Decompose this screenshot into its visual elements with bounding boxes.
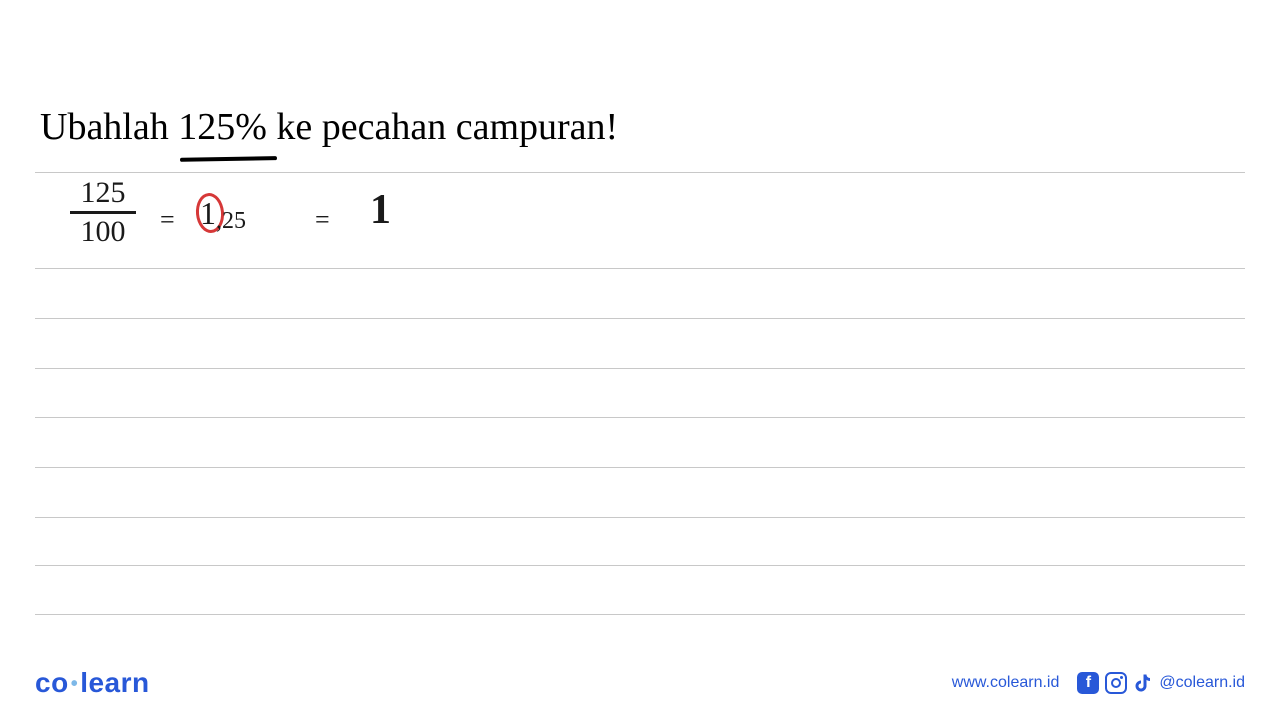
ruled-line bbox=[35, 417, 1245, 418]
logo-part2: learn bbox=[80, 667, 149, 698]
ruled-line bbox=[35, 368, 1245, 369]
ruled-line bbox=[35, 614, 1245, 615]
ruled-line bbox=[35, 268, 1245, 269]
ruled-line bbox=[35, 517, 1245, 518]
equals-sign-2: = bbox=[315, 205, 330, 235]
footer-right: www.colearn.id f @colearn.id bbox=[952, 672, 1245, 694]
social-icons: f @colearn.id bbox=[1077, 672, 1245, 694]
ruled-line bbox=[35, 565, 1245, 566]
decimal-circled: 1 bbox=[200, 195, 216, 231]
website-url: www.colearn.id bbox=[952, 674, 1060, 692]
social-handle: @colearn.id bbox=[1159, 674, 1245, 692]
decimal-rest: ,25 bbox=[216, 208, 246, 234]
ruled-line bbox=[35, 318, 1245, 319]
question-title: Ubahlah 125% ke pecahan campuran! bbox=[40, 105, 618, 149]
fraction-numerator: 125 bbox=[70, 178, 136, 208]
brand-logo: co•learn bbox=[35, 667, 150, 699]
equals-sign-1: = bbox=[160, 205, 175, 235]
footer: co•learn www.colearn.id f @colearn.id bbox=[0, 645, 1280, 720]
facebook-icon: f bbox=[1077, 672, 1099, 694]
title-underlined: 125% bbox=[178, 105, 267, 149]
logo-separator: • bbox=[71, 673, 79, 695]
instagram-icon bbox=[1105, 672, 1127, 694]
fraction-denominator: 100 bbox=[70, 217, 136, 247]
tiktok-icon bbox=[1133, 672, 1153, 694]
decimal-value: 1,25 bbox=[200, 195, 246, 232]
result-value: 1 bbox=[370, 186, 391, 234]
fraction: 125 100 bbox=[70, 178, 136, 247]
fraction-bar bbox=[70, 211, 136, 214]
title-part2: ke pecahan campuran! bbox=[267, 106, 618, 148]
ruled-line bbox=[35, 172, 1245, 173]
logo-part1: co bbox=[35, 667, 69, 698]
ruled-line bbox=[35, 467, 1245, 468]
title-part1: Ubahlah bbox=[40, 106, 178, 148]
